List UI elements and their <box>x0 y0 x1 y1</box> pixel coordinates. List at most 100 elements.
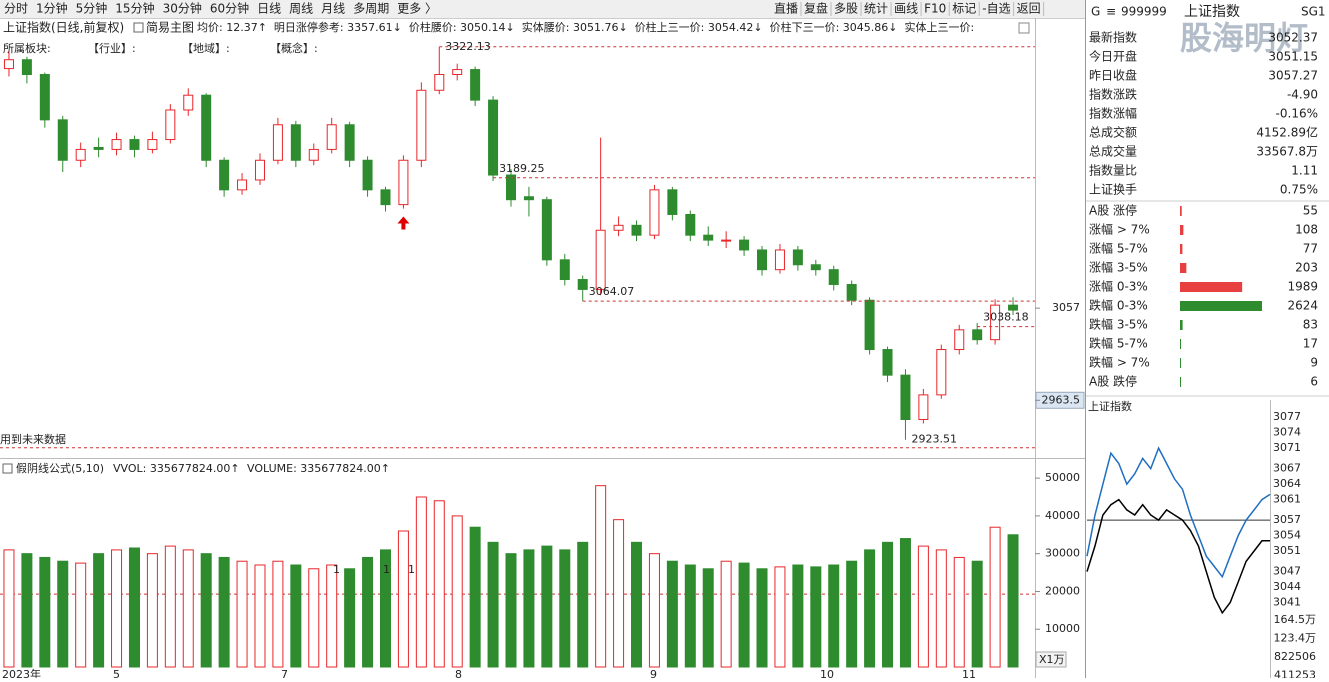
volume-bar <box>272 560 284 668</box>
candle-body <box>111 139 122 150</box>
price-label: 2963.5 <box>1042 393 1081 406</box>
volume-bar <box>953 556 965 668</box>
candle-body <box>3 59 14 70</box>
candle-body <box>452 69 463 76</box>
tool-button[interactable]: 多股 <box>834 2 858 16</box>
price-label: 3057 <box>1052 301 1080 314</box>
quote-header: ≡ <box>1106 5 1116 19</box>
mini-tick-label: 3061 <box>1273 493 1301 506</box>
indicator: 实体腰价: 3051.76↓ <box>522 20 628 34</box>
tab[interactable]: 月线 <box>321 2 345 16</box>
distribution-value: 55 <box>1303 204 1318 218</box>
volume-title: 假阴线公式(5,10) <box>16 461 104 475</box>
sector-field: 【概念】: <box>270 41 318 55</box>
tool-button[interactable]: F10 <box>924 2 946 16</box>
volume-bar <box>684 564 696 668</box>
volume-bar <box>792 564 804 668</box>
date-label: 9 <box>650 668 657 678</box>
date-label: 10 <box>820 668 834 678</box>
volume-bar <box>523 549 535 668</box>
candle-body <box>523 196 534 201</box>
distribution-label: 跌幅 3-5% <box>1089 317 1148 332</box>
settings-icon[interactable] <box>1018 22 1030 34</box>
volume-bar <box>487 541 499 668</box>
distribution-label: 涨幅 3-5% <box>1089 260 1148 275</box>
mini-tick-label: 3041 <box>1273 596 1301 609</box>
volume-bar <box>146 553 158 668</box>
tab[interactable]: 5分钟 <box>76 1 108 16</box>
date-label: 11 <box>962 668 976 678</box>
candle-body <box>649 189 660 236</box>
volume-bar <box>451 515 463 668</box>
candle-body <box>685 213 696 236</box>
mini-tick-label: 3044 <box>1273 580 1301 593</box>
candle-body <box>326 124 337 150</box>
tab[interactable]: 60分钟 <box>210 1 249 16</box>
stat-value: 0.75% <box>1280 183 1318 197</box>
tool-button[interactable]: -自选 <box>982 2 1010 16</box>
volume-bar <box>864 549 876 668</box>
distribution-value: 83 <box>1303 318 1318 332</box>
distribution-value: 108 <box>1295 223 1318 237</box>
candle-body <box>864 299 875 351</box>
candle-body <box>900 374 911 421</box>
tab[interactable]: 分时 <box>4 2 28 16</box>
volume-value: VOLUME: 335677824.00↑ <box>247 462 390 475</box>
candle-body <box>147 139 158 150</box>
stat-label: 总成交额 <box>1089 125 1137 140</box>
volume-bar <box>720 560 732 668</box>
candle-body <box>667 189 678 215</box>
candle-body <box>75 148 86 161</box>
date-label: 5 <box>113 668 120 678</box>
distribution-bar <box>1180 358 1181 368</box>
mini-volume-label: 164.5万 <box>1274 613 1317 626</box>
tab[interactable]: 15分钟 <box>115 1 154 16</box>
volume-bar <box>433 500 445 668</box>
distribution-value: 2624 <box>1287 299 1318 313</box>
indicator: 实体上三一价: <box>905 20 975 34</box>
candle-body <box>39 74 50 121</box>
distribution-label: A股 涨停 <box>1089 203 1137 218</box>
candle-body <box>290 124 301 161</box>
tool-button[interactable]: 直播 <box>774 2 798 16</box>
tab[interactable]: 周线 <box>289 2 313 16</box>
candle-body <box>721 239 732 242</box>
distribution-value: 17 <box>1303 337 1318 351</box>
volume-bar <box>559 549 571 668</box>
toolbar <box>0 0 1085 18</box>
candle-body <box>183 94 194 111</box>
tab[interactable]: 1分钟 <box>36 1 68 16</box>
tab[interactable]: 30分钟 <box>163 1 202 16</box>
candle-body <box>57 119 68 161</box>
volume-bar <box>254 564 266 668</box>
tool-button[interactable]: 返回 <box>1017 2 1041 16</box>
tool-button[interactable]: 复盘 <box>804 1 828 16</box>
volume-bar <box>344 568 356 668</box>
volume-bar <box>3 549 15 668</box>
candle-body <box>703 234 714 241</box>
candle-body <box>219 159 230 191</box>
volume-bar <box>774 566 786 668</box>
price-annotation: 3189.25 <box>499 162 545 175</box>
tab[interactable]: 日线 <box>257 2 281 16</box>
indicator: 明日涨停参考: 3357.61↓ <box>274 20 402 34</box>
signal-arrow <box>397 216 410 230</box>
volume-bar <box>39 556 51 668</box>
tool-button[interactable]: 标记 <box>952 2 976 16</box>
volume-bar <box>415 496 427 668</box>
tool-button[interactable]: 统计 <box>864 2 888 16</box>
tab[interactable]: 多周期 <box>353 2 389 16</box>
volume-bar <box>648 553 660 668</box>
mini-volume-label: 411253 <box>1274 669 1316 679</box>
candle-body <box>21 59 32 76</box>
sector-field: 【行业】: <box>88 42 136 55</box>
stat-value: 3051.15 <box>1268 50 1318 64</box>
tool-button[interactable]: 画线 <box>894 2 918 16</box>
volume-bar <box>971 560 983 668</box>
candle-body <box>846 283 857 301</box>
candle-body <box>631 224 642 236</box>
volume-bar <box>111 549 123 668</box>
volume-bar <box>613 519 625 668</box>
tab[interactable]: 更多 〉 <box>397 2 437 16</box>
chart-mode: 简易主图 <box>146 21 194 35</box>
